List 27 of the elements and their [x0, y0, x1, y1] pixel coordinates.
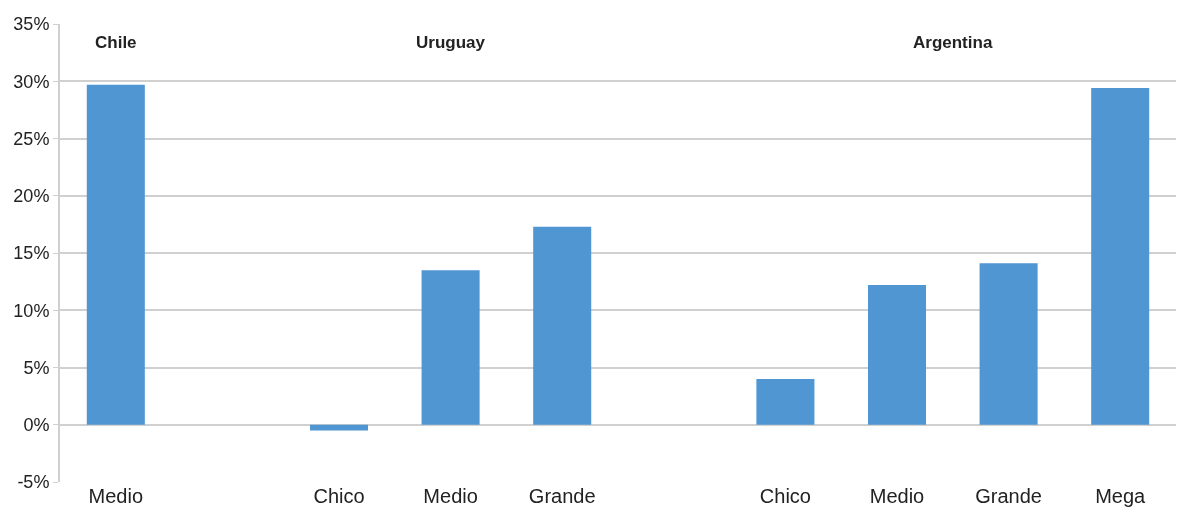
bar	[533, 226, 592, 425]
y-tick-label: -5%	[17, 472, 50, 493]
x-tick-label: Grande	[528, 485, 596, 507]
annotation: Argentina	[913, 33, 993, 52]
x-tick-label: Medio	[88, 485, 144, 507]
x-tick-label: Mega	[1095, 485, 1147, 507]
bar	[867, 285, 927, 425]
bar	[421, 270, 480, 425]
x-tick-label: Medio	[423, 485, 478, 507]
bar	[86, 84, 145, 425]
y-tick-label: 15%	[13, 243, 50, 264]
y-tick-label: 0%	[23, 415, 50, 436]
y-tick-label: 10%	[13, 300, 50, 321]
y-tick-label: 20%	[13, 186, 50, 207]
bar	[1091, 88, 1150, 425]
x-tick-label: Chico	[759, 485, 811, 507]
y-tick-label: 25%	[13, 128, 50, 149]
x-tick-label: Chico	[313, 485, 365, 507]
bar	[979, 263, 1038, 425]
x-tick-label: Grande	[975, 485, 1042, 507]
y-tick-label: 30%	[13, 71, 50, 92]
annotation: Uruguay	[416, 33, 486, 52]
annotation: Chile	[95, 33, 137, 52]
y-tick-label: 5%	[23, 357, 50, 378]
bar	[756, 378, 815, 425]
x-tick-label: Medio	[869, 485, 925, 507]
y-tick-label: 35%	[13, 14, 50, 35]
